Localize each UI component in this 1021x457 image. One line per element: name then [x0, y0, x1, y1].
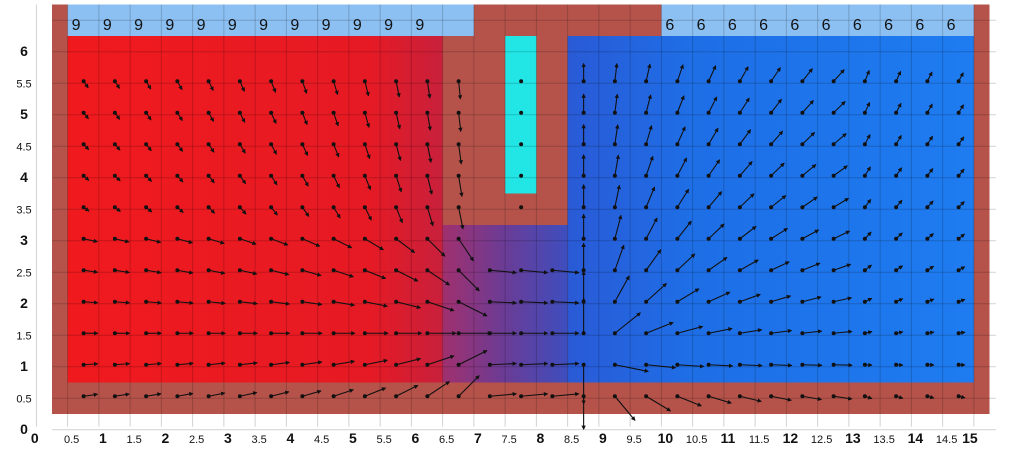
x-tick-label: 6.5 [439, 434, 454, 446]
x-tick-label: 5 [349, 430, 357, 446]
band-label-6: 6 [915, 17, 924, 34]
x-tick-label: 10.5 [686, 434, 707, 446]
y-tick-label: 2 [20, 295, 28, 311]
x-tick-label: 9.5 [626, 434, 641, 446]
x-tick-label: 8.5 [564, 434, 579, 446]
x-tick-label: 14 [908, 430, 924, 446]
x-tick-label: 2 [161, 430, 169, 446]
x-tick-label: 10 [658, 430, 674, 446]
band-label-9: 9 [384, 17, 393, 34]
vector-arrow [771, 365, 792, 366]
band-label-9: 9 [165, 17, 174, 34]
band-label-9: 9 [415, 17, 424, 34]
band-label-6: 6 [665, 17, 674, 34]
x-tick-label: 12.5 [811, 434, 832, 446]
band-label-6: 6 [728, 17, 737, 34]
x-tick-label: 6 [411, 430, 419, 446]
x-tick-label: 7 [474, 430, 482, 446]
x-tick-label: 5.5 [376, 434, 391, 446]
y-tick-label: 3 [20, 232, 28, 248]
band-label-9: 9 [134, 17, 143, 34]
y-tick-label: 1.5 [16, 330, 31, 342]
vector-arrow [802, 365, 821, 366]
x-tick-label: 3 [224, 430, 232, 446]
y-tick-label: 4.5 [16, 141, 31, 153]
y-tick-label: 5 [20, 106, 28, 122]
x-tick-label: 11 [720, 430, 735, 446]
x-tick-label: 8 [536, 430, 544, 446]
x-tick-label: 12 [783, 430, 799, 446]
x-tick-label: 0.5 [64, 434, 79, 446]
x-tick-label: 7.5 [501, 434, 516, 446]
band-label-6: 6 [947, 17, 956, 34]
band-label-6: 6 [822, 17, 831, 34]
band-label-9: 9 [72, 17, 81, 34]
vector-origin [519, 142, 523, 146]
vector-origin [519, 205, 523, 209]
band-label-9: 9 [103, 17, 112, 34]
y-tick-label: 5.5 [16, 78, 31, 90]
band-label-6: 6 [853, 17, 862, 34]
x-tick-label: 2.5 [189, 434, 204, 446]
band-label-9: 9 [290, 17, 299, 34]
band-label-9: 9 [228, 17, 237, 34]
y-tick-label: 4 [20, 169, 28, 185]
vector-origin [519, 174, 523, 178]
x-tick-label: 13.5 [873, 434, 894, 446]
vector-origin [519, 111, 523, 115]
y-tick-label: 2.5 [16, 267, 31, 279]
band-label-6: 6 [759, 17, 768, 34]
x-tick-label: 11.5 [749, 434, 770, 446]
x-tick-label: 4 [286, 430, 294, 446]
y-tick-label: 1 [20, 358, 28, 374]
x-tick-label: 1 [99, 430, 107, 446]
x-tick-label: 4.5 [314, 434, 329, 446]
y-tick-label: 0 [20, 421, 28, 437]
x-tick-label: 0 [31, 430, 39, 446]
band-label-9: 9 [259, 17, 268, 34]
band-label-9: 9 [322, 17, 331, 34]
band-label-6: 6 [790, 17, 799, 34]
x-tick-label: 1.5 [126, 434, 141, 446]
y-tick-label: 6 [20, 43, 28, 59]
x-tick-label: 13 [845, 430, 861, 446]
y-tick-label: 3.5 [16, 204, 31, 216]
band-label-6: 6 [884, 17, 893, 34]
x-tick-label: 14.5 [936, 434, 957, 446]
band-label-9: 9 [353, 17, 362, 34]
y-tick-label: 0.5 [16, 393, 31, 405]
x-tick-label: 3.5 [251, 434, 266, 446]
x-tick-label: 15 [962, 430, 978, 446]
band-label-6: 6 [697, 17, 706, 34]
vector-origin [519, 79, 523, 83]
x-tick-label: 9 [599, 430, 607, 446]
band-label-9: 9 [197, 17, 206, 34]
